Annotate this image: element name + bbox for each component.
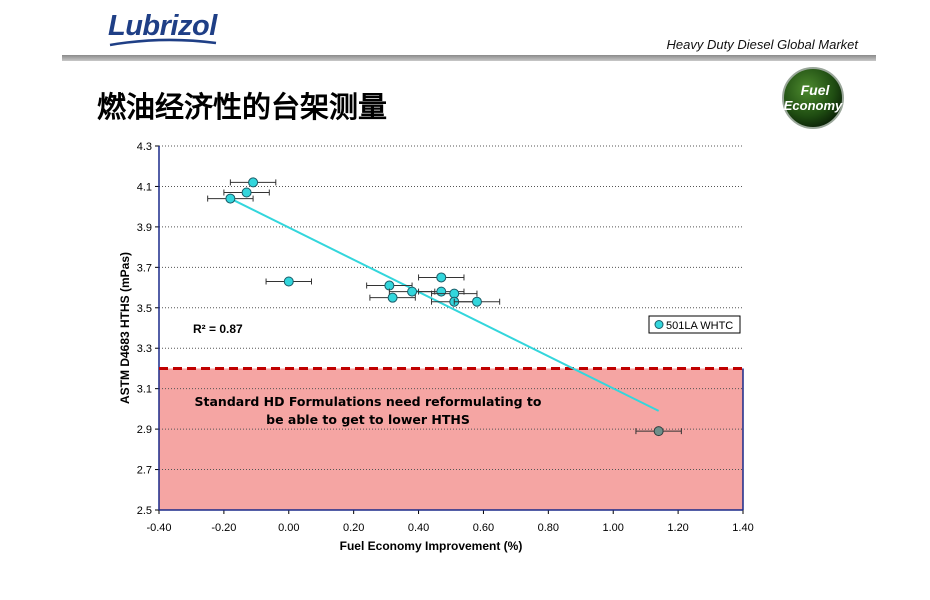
x-tick-label: 0.60 xyxy=(473,522,494,534)
logo-swoosh-icon xyxy=(109,38,217,47)
data-point xyxy=(407,286,418,297)
y-tick-label: 3.3 xyxy=(137,343,152,355)
x-tick-label: 0.00 xyxy=(278,522,299,534)
extra-data-point xyxy=(653,426,664,437)
x-tick-label: 1.20 xyxy=(667,522,688,534)
y-axis-label: ASTM D4683 HTHS (mPas) xyxy=(118,252,132,404)
y-tick-label: 2.9 xyxy=(137,424,152,436)
header-subtitle: Heavy Duty Diesel Global Market xyxy=(666,37,858,52)
data-point xyxy=(248,177,259,188)
y-tick-label: 2.7 xyxy=(137,465,152,477)
badge-line1: Fuel xyxy=(801,82,831,98)
data-point xyxy=(387,292,398,303)
fuel-economy-badge-icon: Fuel Economy xyxy=(782,67,844,129)
x-tick-label: -0.20 xyxy=(211,522,236,534)
y-tick-label: 3.1 xyxy=(137,384,152,396)
header-divider xyxy=(62,55,876,61)
data-point xyxy=(225,193,236,204)
r-squared-label: R² = 0.87 xyxy=(193,322,243,336)
x-tick-label: 0.20 xyxy=(343,522,364,534)
x-tick-label: 1.40 xyxy=(732,522,753,534)
x-axis-label: Fuel Economy Improvement (%) xyxy=(340,539,523,553)
legend-box xyxy=(648,315,741,334)
data-point xyxy=(471,296,482,307)
reformulation-region xyxy=(159,368,743,510)
y-tick-label: 3.9 xyxy=(137,222,152,234)
page-title: 燃油经济性的台架测量 xyxy=(97,92,388,124)
region-annotation-line: Standard HD Formulations need reformulat… xyxy=(195,394,542,409)
brand-logo: Lubrizol xyxy=(108,10,217,42)
x-tick-label: 0.80 xyxy=(538,522,559,534)
y-tick-label: 3.5 xyxy=(137,303,152,315)
data-point xyxy=(283,276,294,287)
x-tick-label: 0.40 xyxy=(408,522,429,534)
x-tick-label: 1.00 xyxy=(603,522,624,534)
y-tick-label: 2.5 xyxy=(137,505,152,517)
trendline xyxy=(229,197,660,412)
y-tick-label: 4.1 xyxy=(137,181,152,193)
badge-line2: Economy xyxy=(784,98,843,113)
legend-label: 501LA WHTC xyxy=(666,320,733,332)
region-annotation-line: be able to get to lower HTHS xyxy=(266,412,470,427)
data-point xyxy=(436,272,447,283)
y-tick-label: 3.7 xyxy=(137,262,152,274)
x-tick-label: -0.40 xyxy=(146,522,171,534)
y-tick-label: 4.3 xyxy=(137,141,152,153)
data-point xyxy=(436,286,447,297)
data-point xyxy=(241,187,252,198)
legend-marker xyxy=(654,320,664,329)
